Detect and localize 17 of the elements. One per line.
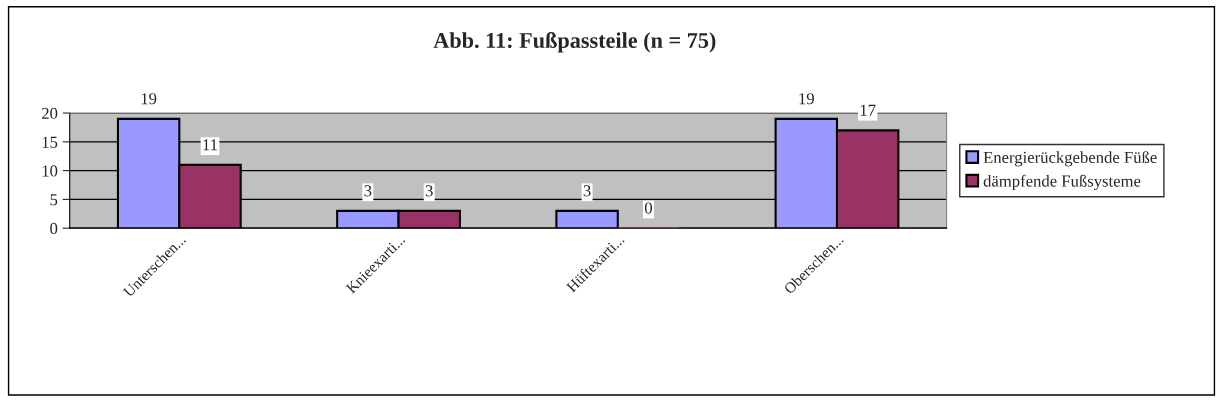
y-tick-label: 5 xyxy=(50,194,58,206)
data-label: 19 xyxy=(141,93,157,105)
y-tick-label: 20 xyxy=(41,107,58,120)
data-label: 3 xyxy=(583,185,591,197)
y-tick-label: 10 xyxy=(42,165,58,177)
data-label: 19 xyxy=(799,93,814,105)
data-label: 0 xyxy=(644,202,652,214)
data-label: 3 xyxy=(425,185,433,197)
legend-label: Energierückgebende Füße xyxy=(983,151,1157,167)
data-label: 17 xyxy=(860,104,876,116)
legend-label: dämpfende Fußsysteme xyxy=(983,174,1141,191)
y-tick-label: 0 xyxy=(50,222,58,235)
y-tick-label: 15 xyxy=(42,136,58,148)
chart-title: Abb. 11: Fußpassteile (n = 75) xyxy=(433,32,716,53)
bar xyxy=(555,209,619,229)
data-label: 3 xyxy=(364,185,372,197)
data-label: 11 xyxy=(203,139,218,151)
